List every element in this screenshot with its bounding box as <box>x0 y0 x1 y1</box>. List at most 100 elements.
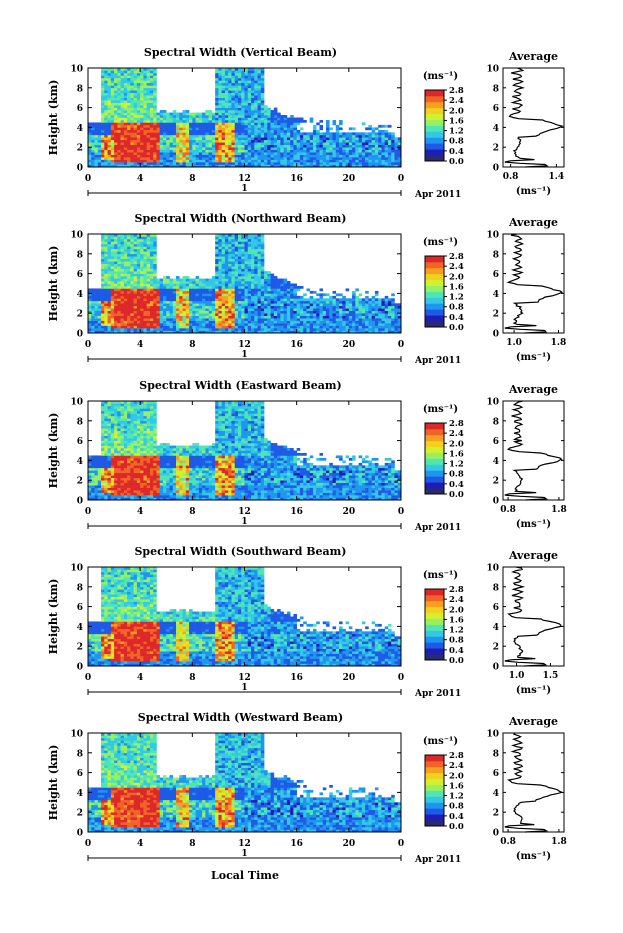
heatmap-cell <box>166 321 170 324</box>
heatmap-cell <box>378 301 382 304</box>
heatmap-cell <box>267 306 271 309</box>
heatmap-cell <box>372 157 376 160</box>
heatmap-cell <box>225 103 229 106</box>
heatmap-cell <box>124 162 128 165</box>
heatmap-cell <box>124 93 128 96</box>
heatmap-cell <box>189 284 193 287</box>
heatmap-cell <box>280 293 284 296</box>
heatmap-cell <box>235 323 239 326</box>
heatmap-cell <box>140 115 144 118</box>
heatmap-cell <box>104 286 108 289</box>
heatmap-cell <box>238 105 242 108</box>
heatmap-cell <box>95 125 99 128</box>
heatmap-cell <box>114 264 118 267</box>
heatmap-cell <box>140 78 144 81</box>
heatmap-cell <box>248 140 252 143</box>
heatmap-cell <box>140 140 144 143</box>
heatmap-cell <box>235 321 239 324</box>
heatmap-cell <box>235 316 239 319</box>
heatmap-cell <box>339 328 343 331</box>
heatmap-cell <box>254 125 258 128</box>
heatmap-cell <box>218 313 222 316</box>
heatmap-cell <box>316 135 320 138</box>
heatmap-cell <box>300 311 304 314</box>
heatmap-cell <box>339 142 343 145</box>
heatmap-cell <box>170 316 174 319</box>
heatmap-cell <box>147 70 151 73</box>
heatmap-cell <box>245 80 249 83</box>
heatmap-cell <box>310 301 314 304</box>
heatmap-cell <box>267 145 271 148</box>
heatmap-cell <box>143 83 147 86</box>
heatmap-cell <box>143 75 147 78</box>
heatmap-cell <box>254 261 258 264</box>
heatmap-cell <box>241 78 245 81</box>
heatmap-cell <box>153 122 157 125</box>
heatmap-cell <box>333 328 337 331</box>
heatmap-cell <box>336 308 340 311</box>
heatmap-cell <box>153 105 157 108</box>
heatmap-cell <box>333 306 337 309</box>
heatmap-cell <box>153 140 157 143</box>
heatmap-cell <box>160 284 164 287</box>
panels-group: Spectral Width (Vertical Beam)0246810Hei… <box>47 46 567 865</box>
heatmap-cell <box>394 160 398 163</box>
heatmap-cell <box>277 137 281 140</box>
heatmap-cell <box>329 147 333 150</box>
heatmap-cell <box>238 256 242 259</box>
heatmap-cell <box>134 236 138 239</box>
heatmap-cell <box>183 286 187 289</box>
heatmap-cell <box>241 108 245 111</box>
heatmap-cell <box>124 256 128 259</box>
heatmap-cell <box>342 140 346 143</box>
heatmap-cell <box>319 308 323 311</box>
heatmap-cell <box>251 78 255 81</box>
heatmap-cell <box>104 150 108 153</box>
heatmap-cell <box>254 269 258 272</box>
heatmap-cell <box>124 254 128 257</box>
heatmap-cell <box>205 113 209 116</box>
heatmap-cell <box>277 301 281 304</box>
heatmap-cell <box>130 100 134 103</box>
heatmap-cell <box>202 301 206 304</box>
heatmap-cell <box>388 318 392 321</box>
heatmap-cell <box>215 85 219 88</box>
heatmap-cell <box>225 115 229 118</box>
heatmap-cell <box>108 281 112 284</box>
heatmap-cell <box>156 303 160 306</box>
heatmap-cell <box>183 135 187 138</box>
heatmap-cell <box>160 147 164 150</box>
heatmap-cell <box>104 70 108 73</box>
heatmap-cell <box>111 261 115 264</box>
heatmap-cell <box>245 326 249 329</box>
heatmap-cell <box>209 152 213 155</box>
heatmap-cell <box>251 130 255 133</box>
heatmap-cell <box>365 135 369 138</box>
heatmap-cell <box>218 256 222 259</box>
heatmap-cell <box>137 83 141 86</box>
heatmap-cell <box>114 160 118 163</box>
heatmap-cell <box>238 306 242 309</box>
heatmap-cell <box>261 279 265 282</box>
heatmap-cell <box>196 288 200 291</box>
heatmap-cell <box>264 316 268 319</box>
heatmap-cell <box>225 311 229 314</box>
heatmap-cell <box>104 239 108 242</box>
heatmap-cell <box>108 118 112 121</box>
heatmap-cell <box>319 298 323 301</box>
heatmap-cell <box>372 301 376 304</box>
heatmap-cell <box>170 308 174 311</box>
heatmap-cell <box>375 162 379 165</box>
heatmap-cell <box>339 160 343 163</box>
heatmap-cell <box>225 85 229 88</box>
heatmap-cell <box>319 162 323 165</box>
heatmap-cell <box>254 256 258 259</box>
heatmap-cell <box>121 73 125 76</box>
heatmap-cell <box>137 261 141 264</box>
heatmap-cell <box>156 147 160 150</box>
heatmap-cell <box>248 254 252 257</box>
heatmap-cell <box>143 293 147 296</box>
heatmap-cell <box>153 142 157 145</box>
heatmap-cell <box>127 157 131 160</box>
heatmap-cell <box>209 142 213 145</box>
